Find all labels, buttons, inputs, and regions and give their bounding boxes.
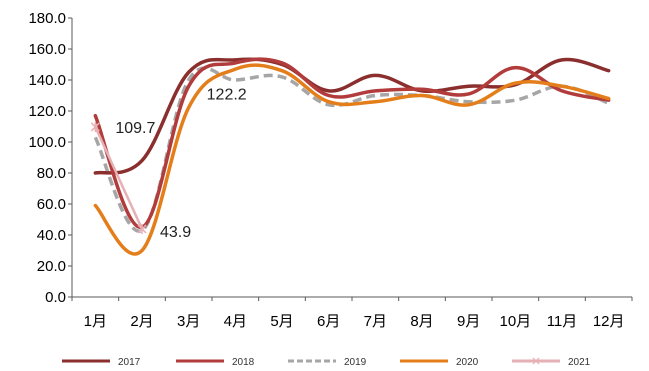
x-tick-label: 10月: [499, 313, 531, 330]
x-tick-label: 12月: [593, 313, 625, 330]
series-line-2020: [93, 63, 611, 256]
series-line-2019: [93, 66, 610, 233]
x-tick-label: 4月: [224, 313, 247, 330]
data-label: 122.2: [207, 87, 247, 104]
x-tick-label: 11月: [547, 313, 578, 330]
x-tick-label: 6月: [317, 313, 340, 330]
y-tick-label: 40.0: [37, 227, 66, 244]
y-tick-label: 20.0: [37, 258, 66, 275]
x-tick-label: 5月: [270, 313, 293, 330]
legend-label-2017: 2017: [118, 357, 141, 368]
legend-label-2021: 2021: [568, 357, 591, 368]
data-label: 109.7: [115, 120, 155, 137]
y-tick-label: 160.0: [28, 41, 66, 58]
legend-label-2020: 2020: [456, 357, 479, 368]
y-tick-label: 80.0: [37, 165, 66, 182]
y-tick-label: 120.0: [28, 103, 66, 120]
y-tick-label: 60.0: [37, 196, 66, 213]
legend-label-2018: 2018: [232, 357, 255, 368]
series-line-2018: [93, 57, 611, 229]
x-tick-label: 7月: [364, 313, 387, 330]
x-tick-label: 3月: [177, 313, 200, 330]
y-tick-label: 180.0: [28, 10, 66, 27]
series-line-2021: [94, 125, 144, 231]
x-tick-label: 8月: [410, 313, 433, 330]
x-tick-label: 9月: [457, 313, 480, 330]
y-tick-label: 100.0: [28, 134, 66, 151]
y-tick-label: 140.0: [28, 72, 66, 89]
x-tick-label: 2月: [130, 313, 153, 330]
legend-marker-2021: [532, 357, 540, 365]
y-tick-label: 0.0: [45, 289, 66, 306]
legend-label-2019: 2019: [344, 357, 367, 368]
data-label: 43.9: [160, 224, 191, 241]
x-tick-label: 1月: [84, 313, 107, 330]
